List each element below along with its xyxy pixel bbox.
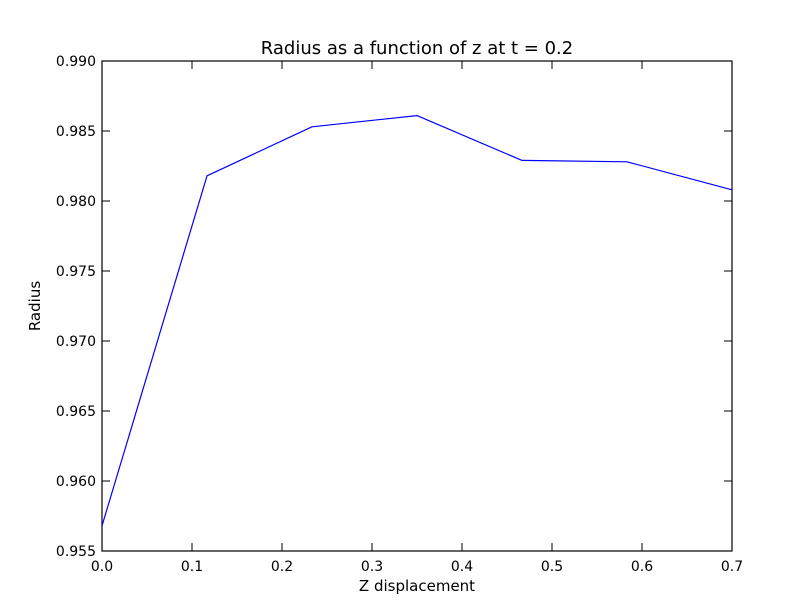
y-tick-label: 0.985: [56, 124, 96, 140]
x-tick-label: 0.2: [271, 559, 293, 575]
x-tick-label: 0.4: [451, 559, 473, 575]
y-tick-label: 0.990: [56, 54, 96, 70]
x-axis-ticks: [101, 61, 733, 551]
plot-frame: [101, 60, 733, 552]
y-tick-label: 0.955: [56, 544, 96, 560]
series-layer: [101, 114, 733, 526]
y-tick-label: 0.975: [56, 264, 96, 280]
x-tick-label: 0.5: [541, 559, 563, 575]
x-tick-label: 0.3: [361, 559, 383, 575]
x-axis-label: Z displacement: [359, 577, 475, 595]
plot-area: [101, 60, 733, 552]
series-line: [101, 114, 733, 526]
x-tick-label: 0.7: [721, 559, 743, 575]
y-axis-ticks: [102, 60, 732, 552]
chart-title: Radius as a function of z at t = 0.2: [261, 38, 573, 59]
x-axis-tick-labels: 0.0 0.1 0.2 0.3 0.4 0.5 0.6 0.7: [91, 559, 743, 575]
x-tick-label: 0.1: [181, 559, 203, 575]
y-axis-label: Radius: [26, 281, 44, 331]
y-axis-tick-labels: 0.955 0.960 0.965 0.970 0.975 0.980 0.985 0.990: [56, 54, 96, 560]
y-tick-label: 0.970: [56, 334, 96, 350]
y-tick-label: 0.980: [56, 194, 96, 210]
x-tick-label: 0.0: [91, 559, 113, 575]
x-tick-label: 0.6: [631, 559, 653, 575]
y-tick-label: 0.965: [56, 404, 96, 420]
y-tick-label: 0.960: [56, 474, 96, 490]
